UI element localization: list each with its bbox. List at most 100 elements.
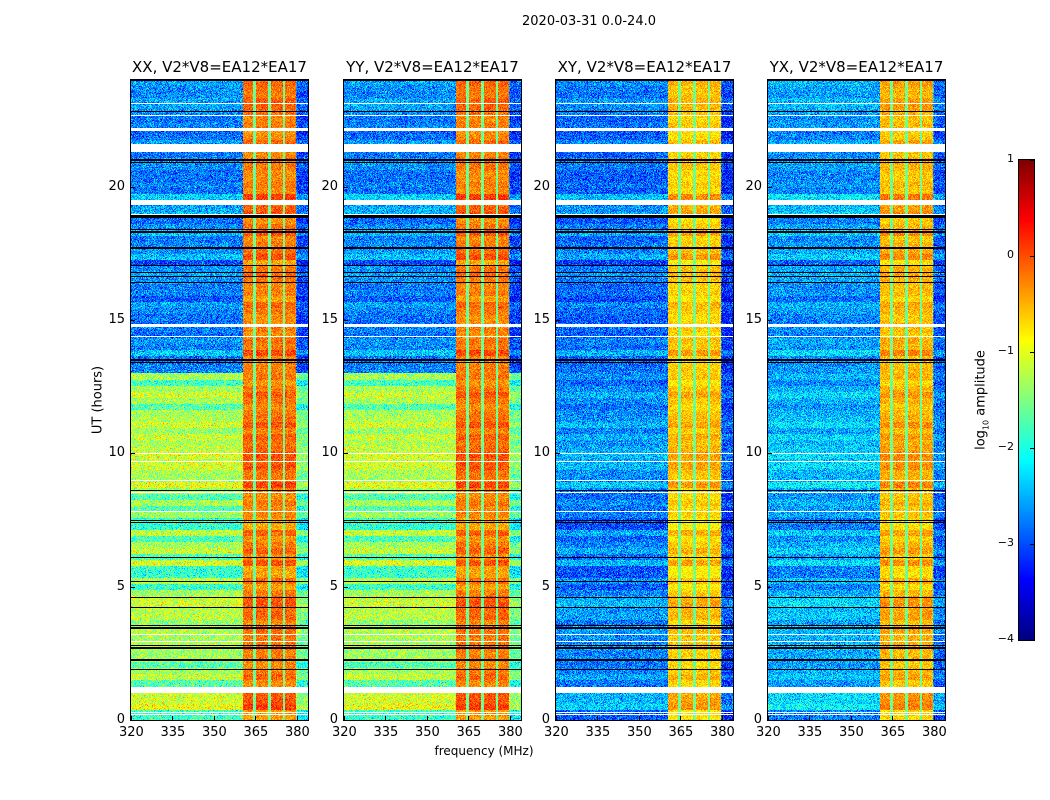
x-tick-mark <box>131 716 132 720</box>
y-tick-mark <box>556 453 560 455</box>
colorbar-tick-mark <box>1030 256 1034 257</box>
x-tick-label: 335 <box>373 725 399 740</box>
y-tick-label: 20 <box>533 178 550 194</box>
y-tick-label: 20 <box>108 178 125 194</box>
y-tick-label: 0 <box>329 712 338 727</box>
colorbar-tick-mark <box>1030 448 1034 449</box>
x-tick-mark <box>556 716 557 720</box>
y-axis-label: UT (hours) <box>90 365 106 435</box>
colorbar-tick-label: −2 <box>997 440 1014 453</box>
x-tick-mark <box>850 716 852 720</box>
heatmap-canvas <box>556 80 733 720</box>
colorbar-tick-mark <box>1030 544 1034 545</box>
y-tick-label: 0 <box>541 712 550 727</box>
y-tick-mark <box>131 320 135 321</box>
y-tick-label: 5 <box>116 578 125 594</box>
x-tick-mark <box>597 716 599 720</box>
x-tick-mark <box>680 716 682 720</box>
x-tick-mark <box>768 716 769 720</box>
y-tick-label: 20 <box>745 178 762 194</box>
y-tick-label: 5 <box>329 578 338 594</box>
y-tick-mark <box>768 186 772 188</box>
colorbar-gradient <box>1019 160 1034 640</box>
x-tick-mark <box>933 716 935 720</box>
heatmap-canvas <box>768 80 945 720</box>
colorbar-label-sub: 10 <box>981 419 991 431</box>
x-tick-label: 380 <box>497 725 523 740</box>
y-tick-mark <box>768 320 772 321</box>
colorbar-tick-label: −1 <box>997 344 1014 357</box>
colorbar-label-rest: amplitude <box>973 350 989 420</box>
x-tick-mark <box>468 716 470 720</box>
y-tick-mark <box>131 453 135 455</box>
colorbar-label-main: log <box>973 430 989 450</box>
x-tick-label: 365 <box>456 725 482 740</box>
y-tick-label: 5 <box>753 578 762 594</box>
x-tick-mark <box>296 716 298 720</box>
x-tick-label: 320 <box>544 725 569 740</box>
y-tick-label: 10 <box>321 445 338 461</box>
x-tick-label: 350 <box>201 725 227 740</box>
y-tick-label: 10 <box>108 445 125 461</box>
x-tick-mark <box>721 716 723 720</box>
x-tick-mark <box>509 716 511 720</box>
y-tick-label: 0 <box>116 712 125 727</box>
x-tick-label: 380 <box>284 725 310 740</box>
x-tick-mark <box>213 716 215 720</box>
y-tick-mark <box>344 586 348 588</box>
panel-title: XX, V2*V8=EA12*EA17 <box>132 58 307 76</box>
y-tick-mark <box>768 720 772 721</box>
x-tick-label: 320 <box>332 725 357 740</box>
x-tick-label: 320 <box>119 725 144 740</box>
y-tick-mark <box>556 586 560 588</box>
colorbar-tick-mark <box>1030 640 1034 641</box>
y-tick-label: 20 <box>321 178 338 194</box>
heatmap-canvas <box>344 80 521 720</box>
y-tick-mark <box>131 586 135 588</box>
x-tick-mark <box>638 716 640 720</box>
y-tick-label: 15 <box>108 312 125 327</box>
x-tick-mark <box>809 716 811 720</box>
x-tick-label: 365 <box>880 725 906 740</box>
y-tick-label: 5 <box>541 578 550 594</box>
x-tick-mark <box>426 716 428 720</box>
y-tick-mark <box>556 186 560 188</box>
y-tick-mark <box>344 453 348 455</box>
x-axis-label: frequency (MHz) <box>434 744 534 758</box>
panel-title: XY, V2*V8=EA12*EA17 <box>557 58 732 76</box>
x-tick-label: 350 <box>414 725 440 740</box>
colorbar-tick-label: 0 <box>1007 248 1014 261</box>
colorbar-tick-label: 1 <box>1007 152 1014 165</box>
colorbar-tick-mark <box>1030 352 1034 353</box>
y-tick-mark <box>556 720 560 721</box>
x-tick-label: 320 <box>756 725 781 740</box>
figure-title: 2020-03-31 0.0-24.0 <box>522 14 656 29</box>
heatmap-canvas <box>131 80 308 720</box>
heatmap-panel <box>343 79 522 721</box>
x-tick-mark <box>172 716 174 720</box>
y-tick-label: 10 <box>533 445 550 461</box>
y-tick-mark <box>768 586 772 588</box>
colorbar-tick-label: −3 <box>997 536 1014 549</box>
panel-title: YX, V2*V8=EA12*EA17 <box>769 58 944 76</box>
y-tick-mark <box>768 453 772 455</box>
x-tick-label: 335 <box>160 725 186 740</box>
y-tick-mark <box>131 186 135 188</box>
x-tick-label: 335 <box>585 725 611 740</box>
panel-title: YY, V2*V8=EA12*EA17 <box>346 58 519 76</box>
y-tick-mark <box>556 320 560 321</box>
heatmap-panel <box>555 79 734 721</box>
y-tick-mark <box>131 720 135 721</box>
colorbar-label: log10 amplitude <box>974 350 991 450</box>
colorbar-tick-mark <box>1030 160 1034 161</box>
y-tick-label: 15 <box>533 312 550 327</box>
x-tick-mark <box>255 716 257 720</box>
colorbar <box>1018 159 1035 641</box>
y-tick-label: 15 <box>321 312 338 327</box>
y-tick-label: 15 <box>745 312 762 327</box>
x-tick-label: 350 <box>838 725 864 740</box>
x-tick-label: 380 <box>921 725 947 740</box>
y-tick-label: 10 <box>745 445 762 461</box>
y-tick-mark <box>344 186 348 188</box>
x-tick-label: 365 <box>668 725 694 740</box>
